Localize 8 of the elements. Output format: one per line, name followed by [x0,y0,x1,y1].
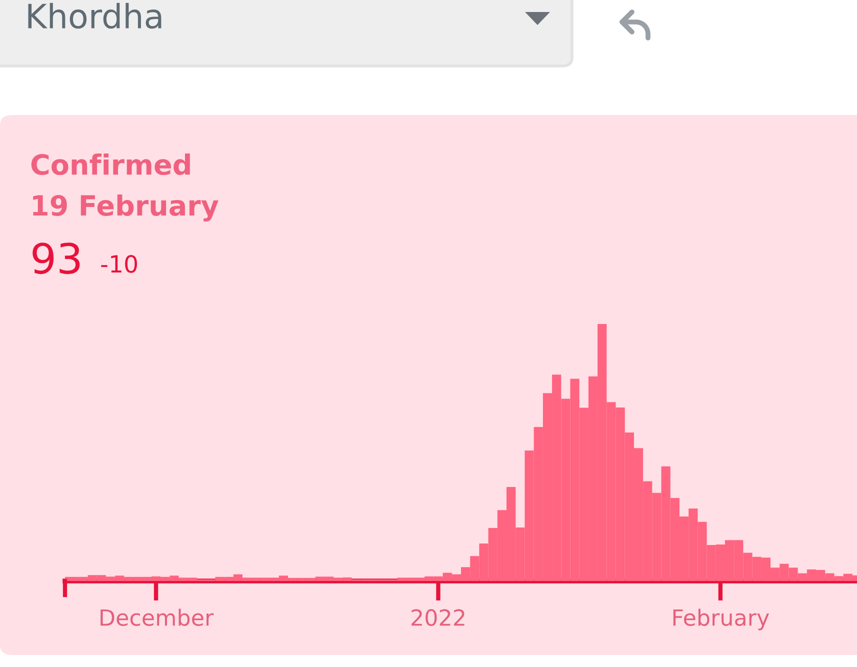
text: Khordha [28,2,162,29]
x-tick-label: December [100,608,214,626]
text: 93 [32,242,80,274]
text: -10 [101,254,137,273]
x-tick-label: 2022 [412,609,464,626]
chart-subtitle: 19 February [33,194,218,222]
x-tick-label: February [673,608,770,630]
chart-title: Confirmed [31,154,190,176]
